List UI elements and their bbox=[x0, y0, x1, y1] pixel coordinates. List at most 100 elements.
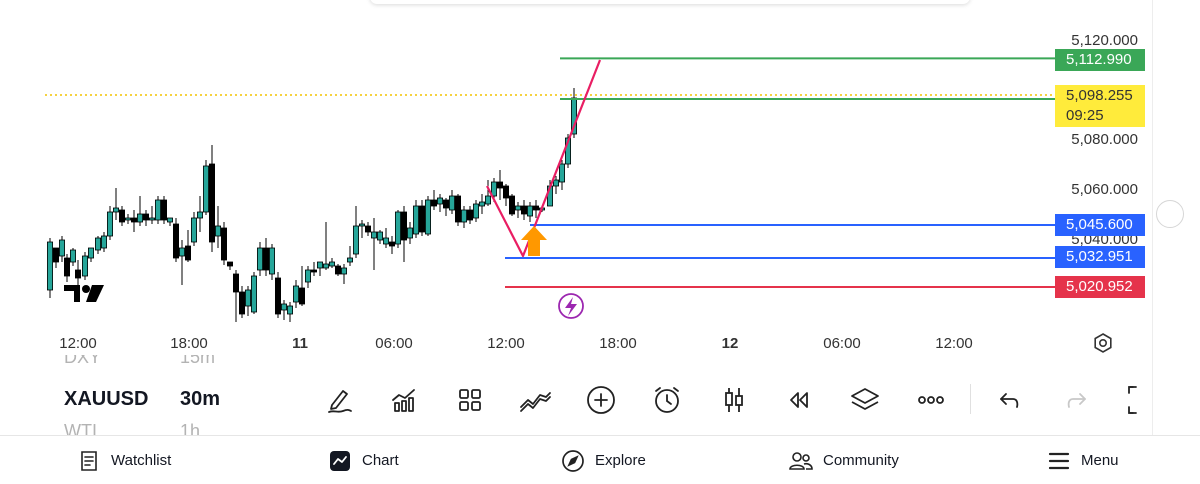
top-search-bar[interactable] bbox=[370, 0, 970, 4]
candle-body bbox=[478, 201, 485, 207]
candle-body bbox=[244, 289, 251, 307]
candle bbox=[113, 188, 120, 220]
candle-body bbox=[490, 181, 497, 197]
nav-community[interactable]: Community bbox=[789, 436, 899, 484]
candle-body bbox=[292, 285, 299, 303]
candle-body bbox=[352, 225, 359, 255]
candle bbox=[484, 180, 491, 206]
candle bbox=[406, 222, 413, 244]
candle bbox=[130, 210, 137, 232]
indicators-icon[interactable] bbox=[384, 380, 424, 420]
scroll-handle[interactable] bbox=[1156, 200, 1184, 228]
candle-body bbox=[268, 247, 275, 275]
candle-body bbox=[75, 269, 82, 279]
candle bbox=[82, 252, 89, 280]
candle bbox=[412, 200, 419, 238]
candle bbox=[256, 242, 263, 276]
candle bbox=[508, 194, 515, 216]
symbol-option-below[interactable]: WTI 1h bbox=[64, 421, 200, 435]
candle bbox=[346, 246, 353, 266]
nav-menu[interactable]: Menu bbox=[1047, 436, 1119, 484]
candle bbox=[382, 228, 389, 248]
current-price-value: 5,098.255 bbox=[1066, 87, 1133, 104]
symbol-picker[interactable]: DXY 15m XAUUSD 30m WTI 1h bbox=[64, 355, 284, 435]
time-axis-label: 06:00 bbox=[375, 335, 413, 352]
nav-explore[interactable]: Explore bbox=[561, 436, 646, 484]
candle-body bbox=[442, 199, 449, 209]
candle-body bbox=[53, 247, 60, 263]
candle-body bbox=[208, 163, 215, 243]
candle bbox=[142, 210, 149, 226]
candle-body bbox=[262, 247, 269, 271]
candle bbox=[472, 200, 479, 222]
candle bbox=[553, 176, 560, 194]
alarm-icon[interactable] bbox=[647, 380, 687, 420]
candle-countdown: 09:25 bbox=[1066, 107, 1104, 124]
candle-body bbox=[70, 249, 77, 263]
candle-body bbox=[82, 255, 89, 277]
candle-body bbox=[436, 197, 443, 205]
symbol-option-active[interactable]: XAUUSD 30m bbox=[64, 388, 220, 411]
candle-body bbox=[166, 217, 173, 223]
candle-body bbox=[196, 211, 203, 219]
pencil-icon[interactable] bbox=[319, 380, 359, 420]
replay-icon[interactable] bbox=[779, 380, 819, 420]
nav-explore-label: Explore bbox=[595, 452, 646, 469]
price-chart[interactable] bbox=[0, 0, 1150, 360]
candle-body bbox=[454, 195, 461, 223]
symbol-name: WTI bbox=[64, 421, 97, 435]
nav-watchlist[interactable]: Watchlist bbox=[77, 436, 171, 484]
compare-icon[interactable] bbox=[515, 380, 555, 420]
candle-body bbox=[460, 209, 467, 223]
nav-community-label: Community bbox=[823, 452, 899, 469]
candle bbox=[442, 198, 449, 216]
candle-body bbox=[202, 165, 209, 213]
candle-type-icon[interactable] bbox=[714, 380, 754, 420]
candle bbox=[53, 247, 60, 268]
level-tag-blue-lower[interactable]: 5,032.951 bbox=[1055, 246, 1145, 268]
time-axis-label: 18:00 bbox=[170, 335, 208, 352]
candle-body bbox=[148, 217, 155, 221]
candle-body bbox=[484, 195, 491, 205]
candle-body bbox=[59, 239, 66, 257]
level-tag-blue-upper[interactable]: 5,045.600 bbox=[1055, 214, 1145, 236]
candle-body bbox=[424, 199, 431, 235]
candle-body bbox=[286, 305, 293, 315]
candle bbox=[496, 170, 503, 200]
fullscreen-icon[interactable] bbox=[1112, 380, 1152, 420]
candle bbox=[352, 206, 359, 258]
layers-icon[interactable] bbox=[845, 380, 885, 420]
candle bbox=[521, 200, 528, 220]
time-axis-label-day: 12 bbox=[721, 335, 739, 352]
candle-body bbox=[178, 247, 185, 257]
candle-body bbox=[190, 217, 197, 243]
candle-body bbox=[394, 211, 401, 245]
symbol-option-above[interactable]: DXY 15m bbox=[64, 355, 215, 368]
candle bbox=[280, 300, 287, 320]
candle bbox=[559, 160, 566, 190]
nav-chart-label: Chart bbox=[362, 452, 399, 469]
candle-body bbox=[496, 181, 503, 189]
pattern-trendline bbox=[486, 59, 602, 258]
candle-body bbox=[119, 209, 126, 223]
level-tag-stop-loss[interactable]: 5,020.952 bbox=[1055, 276, 1145, 298]
add-icon[interactable] bbox=[581, 380, 621, 420]
redo-icon[interactable] bbox=[1056, 380, 1096, 420]
candle bbox=[160, 196, 167, 224]
more-icon[interactable] bbox=[911, 380, 951, 420]
chart-settings-icon[interactable] bbox=[1092, 332, 1114, 354]
alert-lightning-icon bbox=[558, 293, 584, 319]
candle bbox=[502, 184, 509, 206]
candle-body bbox=[418, 205, 425, 233]
candle bbox=[370, 218, 377, 270]
level-tag-take-profit[interactable]: 5,112.990 bbox=[1055, 49, 1145, 71]
undo-icon[interactable] bbox=[990, 380, 1030, 420]
nav-chart[interactable]: Chart bbox=[328, 436, 399, 484]
candle-body bbox=[508, 195, 515, 215]
candle bbox=[244, 286, 251, 316]
candle bbox=[424, 196, 431, 236]
community-icon bbox=[789, 449, 813, 473]
candle bbox=[148, 206, 155, 224]
layout-grid-icon[interactable] bbox=[450, 380, 490, 420]
compass-icon bbox=[561, 449, 585, 473]
